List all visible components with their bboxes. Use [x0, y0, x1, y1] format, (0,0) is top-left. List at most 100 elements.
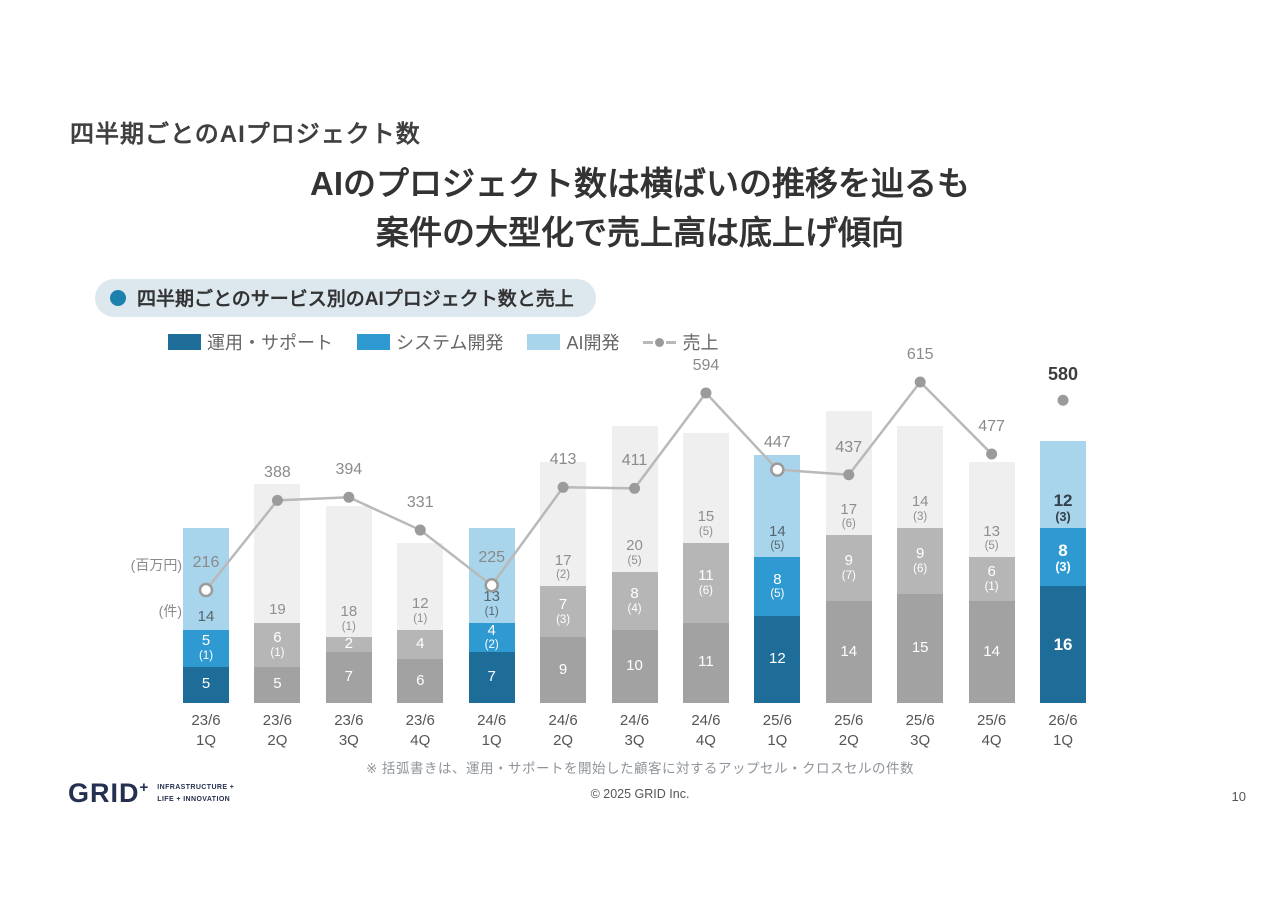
chart-legend: 運用・サポート システム開発 AI開発 売上: [168, 329, 742, 355]
bar-segment-value: 14 (5): [769, 522, 786, 553]
headline-line1: AIのプロジェクト数は横ばいの推移を辿るも: [310, 165, 970, 202]
grid-logo-tagline: INFRASTRUCTURE + LIFE + INNOVATION: [157, 784, 235, 803]
bar-segment-value: 13 (5): [983, 522, 1000, 553]
bar-segment-value: 12 (1): [411, 595, 429, 626]
bar-ai-segment: 14 (5): [754, 455, 801, 558]
bar-dev-segment: 4 (2): [468, 621, 515, 652]
headline-line2: 案件の大型化で売上高は底上げ傾向: [376, 213, 904, 251]
line-swatch-icon: [643, 337, 677, 347]
bar-segment-value: 6: [416, 671, 425, 689]
bar-ops-segment: 14: [825, 600, 872, 703]
bar-segment-value: 9: [558, 660, 568, 678]
bar-dev-segment: 9 (7): [825, 535, 872, 601]
x-axis-label: 24/6 2Q: [548, 712, 578, 749]
bar-segment-value: 8 (4): [627, 585, 642, 615]
bar-segment-value: 4 (2): [484, 621, 499, 652]
revenue-point: [914, 376, 926, 388]
bar-segment-value: 11: [698, 653, 714, 671]
copyright: © 2025 GRID Inc.: [590, 787, 690, 801]
bar-segment-value: 17 (2): [554, 551, 572, 582]
bar-ai-segment: 13 (5): [968, 462, 1015, 558]
bar-segment-value: 10: [626, 657, 643, 675]
grid-logo: GRID+ INFRASTRUCTURE + LIFE + INNOVATION: [68, 778, 234, 809]
legend-item-revenue: 売上: [643, 329, 718, 355]
bar-segment-value: 14: [840, 642, 858, 660]
bar-segment-value: 14: [197, 608, 215, 626]
revenue-point: [414, 524, 426, 536]
bar-segment-value: 13 (1): [483, 588, 501, 618]
revenue-label: 594: [692, 356, 720, 374]
revenue-point: [1057, 394, 1069, 406]
legend-item-ops: 運用・サポート: [168, 329, 333, 355]
bar-segment-value: 9 (6): [913, 545, 928, 575]
bar-ai-segment: 12 (1): [397, 542, 444, 631]
grid-logo-mark: GRID+: [68, 778, 150, 808]
bar-ai-segment: 18 (1): [325, 506, 372, 638]
x-axis-label: 24/6 4Q: [691, 712, 721, 749]
revenue-label: 225: [478, 549, 506, 567]
bar-dev-segment: 4: [397, 630, 444, 660]
bar-segment-value: 2: [344, 635, 353, 653]
headline: AIのプロジェクト数は横ばいの推移を辿るも 案件の大型化で売上高は底上げ傾向: [0, 160, 1280, 258]
bar-ops-segment: 11: [682, 622, 729, 703]
x-axis-label: 23/6 3Q: [334, 712, 364, 749]
slide-kicker: 四半期ごとのAIプロジェクト数: [70, 121, 421, 148]
bar-segment-value: 14: [983, 642, 1000, 660]
bar-segment-value: 9 (7): [841, 552, 856, 583]
revenue-label: 447: [764, 433, 791, 451]
bar-segment-value: 5: [201, 675, 211, 693]
bar-segment-value: 5: [273, 675, 282, 693]
revenue-point: [986, 448, 998, 460]
bar-segment-value: 15: [911, 638, 929, 656]
bar-ops-segment: 5: [183, 666, 229, 703]
bar-segment-value: 20 (5): [626, 537, 643, 567]
revenue-point: [700, 387, 712, 399]
bar-segment-value: 19: [269, 601, 286, 618]
legend-item-dev: システム開発: [357, 329, 503, 355]
x-axis-label: 24/6 1Q: [477, 712, 507, 749]
bar-dev-segment: 8 (5): [754, 557, 801, 616]
bar-ops-segment: 9: [540, 637, 587, 703]
bar-ops-segment: 6: [397, 659, 444, 703]
section-badge-label: 四半期ごとのサービス別のAIプロジェクト数と売上: [137, 289, 574, 310]
bar-ai-segment: 19: [254, 484, 301, 623]
bar-ai-segment: 12 (3): [1040, 440, 1087, 529]
section-badge: 四半期ごとのサービス別のAIプロジェクト数と売上: [95, 279, 596, 317]
bar-segment-value: 15 (5): [697, 507, 715, 538]
bar-ai-segment: 15 (5): [682, 433, 729, 543]
legend-item-ai: AI開発: [527, 329, 619, 355]
revenue-label: 580: [1048, 364, 1079, 385]
bar-segment-value: 17 (6): [840, 500, 858, 531]
bar-ops-segment: 10: [611, 630, 658, 703]
x-axis-label: 25/6 1Q: [762, 712, 792, 749]
x-axis-label: 24/6 3Q: [619, 712, 650, 749]
x-axis-label: 25/6 3Q: [905, 712, 935, 749]
revenue-label: 216: [192, 553, 220, 571]
bullet-dot-icon: [110, 289, 126, 306]
bar-dev-segment: 11 (6): [682, 542, 729, 623]
x-axis-label: 23/6 1Q: [191, 712, 221, 749]
revenue-label: 331: [406, 494, 434, 512]
bar-dev-segment: 5 (1): [183, 630, 229, 667]
bar-ai-segment: 17 (2): [540, 462, 587, 587]
revenue-label: 615: [906, 346, 934, 363]
revenue-label: 437: [835, 438, 863, 456]
bar-ops-segment: 5: [254, 666, 301, 703]
bar-segment-value: 16: [1053, 635, 1073, 655]
x-axis-label: 23/6 4Q: [405, 712, 435, 749]
bar-ops-segment: 14: [968, 600, 1015, 703]
bar-ops-segment: 7: [468, 651, 515, 703]
x-axis-label: 23/6 2Q: [262, 712, 292, 749]
bar-segment-value: 8 (5): [770, 570, 785, 601]
bar-segment-value: 7: [487, 668, 496, 686]
bar-segment-value: 6 (1): [270, 628, 285, 659]
bar-dev-segment: 8 (3): [1040, 528, 1087, 587]
axis-unit-money: (百万円): [130, 557, 182, 573]
bar-segment-value: 7: [344, 668, 353, 686]
revenue-label: 388: [264, 464, 291, 482]
x-axis-label: 26/6 1Q: [1048, 712, 1078, 749]
grid-logo-plus: +: [139, 779, 150, 796]
bar-ai-segment: 20 (5): [611, 425, 658, 572]
